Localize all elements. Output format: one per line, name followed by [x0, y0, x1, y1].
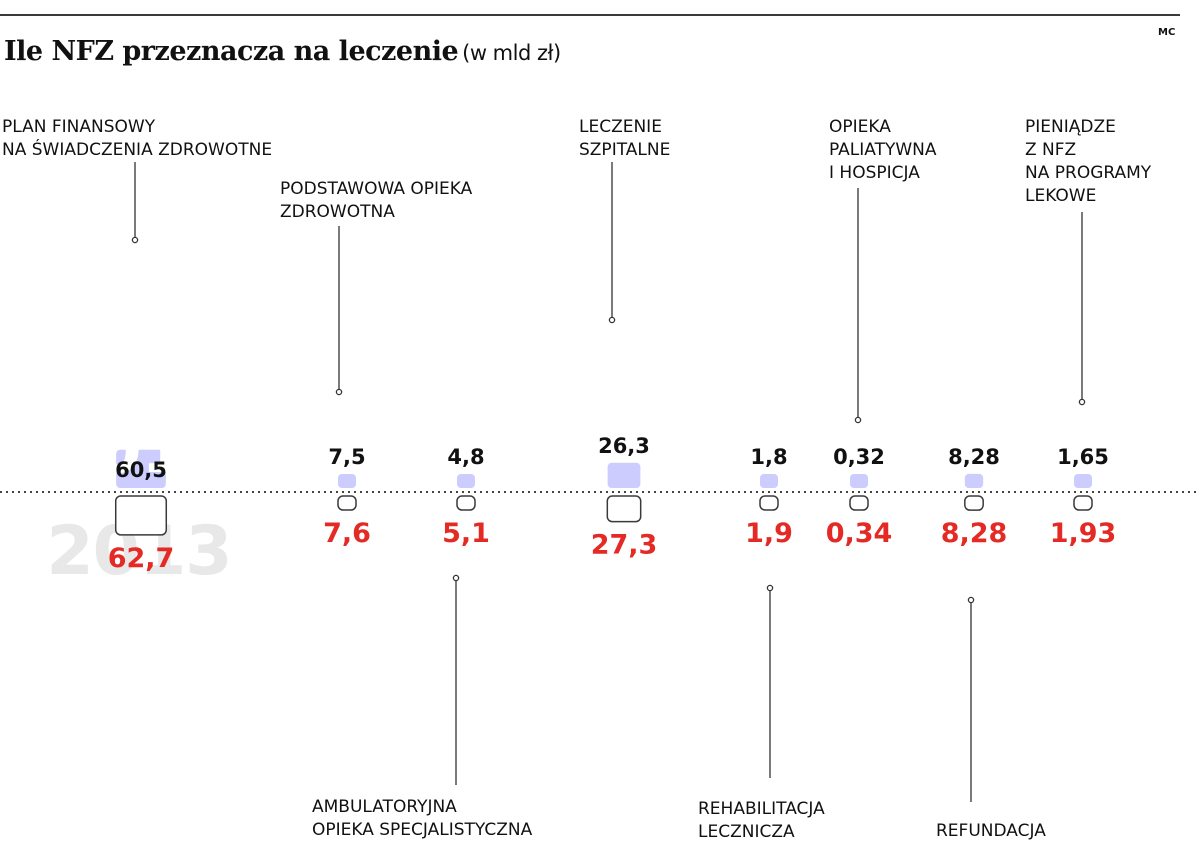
value-2013-programy: 1,93	[1050, 518, 1117, 549]
value-2012-szpital: 26,3	[598, 434, 650, 458]
bar-2012-programy	[1074, 474, 1092, 488]
author-credit: MC	[1158, 27, 1176, 38]
category-label-paliat: OPIEKA PALIATYWNA I HOSPICJA	[829, 117, 937, 183]
bar-2012-paliat	[850, 474, 868, 488]
value-2012-aos: 4,8	[447, 445, 484, 469]
leader-dot-programy	[1078, 398, 1086, 406]
leader-dot-aos	[452, 574, 460, 582]
bar-2013-poz	[337, 495, 357, 511]
chart-title: Ile NFZ przeznacza na leczenie (w mld zł)	[4, 36, 561, 67]
bar-2013-aos	[456, 495, 476, 511]
bar-2012-refundacja	[964, 473, 984, 488]
year-label-2012: 2012	[48, 410, 233, 489]
value-2012-programy: 1,65	[1057, 445, 1109, 469]
value-2013-poz: 7,6	[323, 518, 371, 549]
bar-2013-szpital	[606, 495, 642, 523]
bar-2012-plan	[116, 449, 166, 488]
value-2012-paliat: 0,32	[833, 445, 885, 469]
bar-2012-rehab	[760, 474, 778, 488]
value-2012-plan: 60,5	[115, 458, 167, 482]
category-label-programy: PIENIĄDZE Z NFZ NA PROGRAMY LEKOWE	[1025, 117, 1152, 206]
bar-2013-paliat	[849, 495, 869, 511]
category-label-refundacja: REFUNDACJA	[936, 821, 1046, 841]
category-label-plan: PLAN FINANSOWY NA ŚWIADCZENIA ZDROWOTNE	[2, 117, 273, 160]
value-2013-paliat: 0,34	[826, 518, 893, 549]
value-2013-refundacja: 8,28	[941, 518, 1008, 549]
bar-2013-programy	[1073, 495, 1093, 511]
bar-2013-refundacja	[964, 495, 984, 511]
leader-dot-szpital	[608, 316, 616, 324]
leader-dot-paliat	[854, 416, 862, 424]
bar-2012-aos	[457, 474, 475, 488]
bar-2012-szpital	[607, 462, 641, 488]
category-label-aos: AMBULATORYJNA OPIEKA SPECJALISTYCZNA	[312, 797, 533, 840]
bar-2012-poz	[338, 474, 356, 488]
value-2012-refundacja: 8,28	[948, 445, 1000, 469]
leader-dot-poz	[335, 388, 343, 396]
value-2012-rehab: 1,8	[750, 445, 787, 469]
category-label-poz: PODSTAWOWA OPIEKA ZDROWOTNA	[280, 179, 473, 222]
value-2013-plan: 62,7	[108, 543, 175, 574]
top-rule	[0, 14, 1180, 16]
value-2012-poz: 7,5	[328, 445, 365, 469]
chart-unit: (w mld zł)	[462, 41, 561, 65]
bar-2013-rehab	[759, 495, 779, 511]
leader-dot-plan	[131, 236, 139, 244]
value-2013-szpital: 27,3	[591, 530, 658, 561]
category-label-rehab: REHABILITACJA LECZNICZA	[698, 799, 825, 842]
leader-dot-refundacja	[967, 596, 975, 604]
leader-dot-rehab	[766, 584, 774, 592]
value-2013-aos: 5,1	[442, 518, 490, 549]
value-2013-rehab: 1,9	[745, 518, 793, 549]
category-label-szpital: LECZENIE SZPITALNE	[579, 117, 671, 160]
bar-2013-plan	[114, 495, 168, 536]
